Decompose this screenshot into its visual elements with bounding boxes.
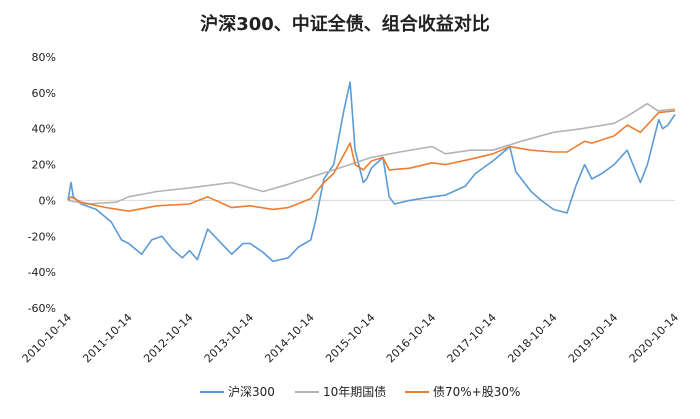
x-tick-label: 2011-10-14	[80, 311, 134, 365]
x-tick-label: 2020-10-14	[627, 311, 681, 365]
y-axis: -60% -40% -20% 0% 20% 40% 60% 80%	[28, 51, 675, 315]
legend-label: 沪深300	[228, 385, 275, 399]
x-axis: 2010-10-14 2011-10-14 2012-10-14 2013-10-14…	[20, 311, 681, 365]
x-tick-label: 2014-10-14	[262, 311, 316, 365]
legend-label: 债70%+股30%	[433, 385, 520, 399]
x-tick-label: 2017-10-14	[445, 311, 499, 365]
y-tick-label: 20%	[32, 159, 56, 172]
series-line-2	[67, 110, 676, 212]
y-tick-label: -60%	[28, 302, 56, 315]
series-line-1	[67, 102, 676, 205]
x-tick-label: 2015-10-14	[323, 311, 377, 365]
y-tick-label: -40%	[28, 266, 56, 279]
x-tick-label: 2013-10-14	[202, 311, 256, 365]
x-tick-label: 2010-10-14	[20, 311, 74, 365]
legend: 沪深300 10年期国债 债70%+股30%	[200, 385, 520, 399]
y-tick-label: 0%	[39, 194, 56, 207]
series-layer	[67, 81, 676, 263]
x-tick-label: 2012-10-14	[141, 311, 195, 365]
y-tick-label: 60%	[32, 87, 56, 100]
x-tick-label: 2016-10-14	[384, 311, 438, 365]
legend-label: 10年期国债	[323, 385, 386, 399]
chart-title: 沪深300、中证全债、组合收益对比	[200, 13, 490, 35]
y-tick-label: 80%	[32, 51, 56, 64]
y-tick-label: -20%	[28, 230, 56, 243]
x-tick-label: 2019-10-14	[566, 311, 620, 365]
x-tick-label: 2018-10-14	[505, 311, 559, 365]
series-line-0	[67, 81, 676, 263]
y-tick-label: 40%	[32, 123, 56, 136]
